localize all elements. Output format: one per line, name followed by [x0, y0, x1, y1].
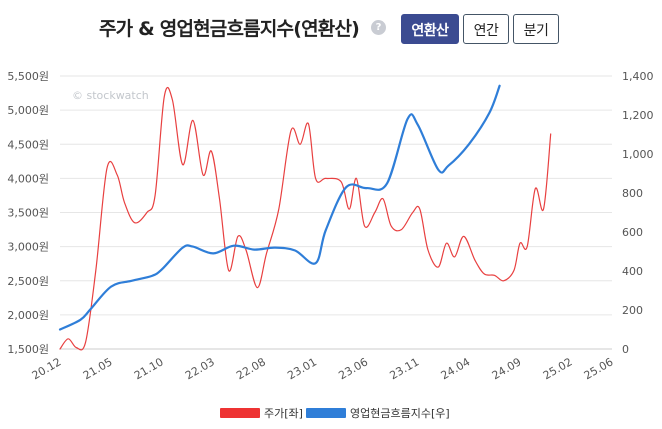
- legend-label-cashflow: 영업현금흐름지수[우]: [350, 407, 450, 420]
- x-tick-label: 21.10: [132, 355, 166, 382]
- series-line-price[interactable]: [59, 86, 552, 351]
- series-line-cashflow[interactable]: [58, 84, 501, 331]
- legend-item-cashflow[interactable]: 영업현금흐름지수[우]: [306, 405, 450, 421]
- x-tick-label: 22.08: [234, 355, 268, 382]
- left-tick-label: 3,000원: [7, 241, 49, 254]
- watermark: © stockwatch: [72, 89, 149, 102]
- left-tick-label: 1,500원: [7, 343, 49, 356]
- legend: 주가[좌] 영업현금흐름지수[우]: [0, 405, 662, 423]
- quarterly-button[interactable]: 분기: [513, 14, 559, 44]
- legend-swatch-cashflow: [306, 408, 346, 418]
- left-tick-label: 4,000원: [7, 172, 49, 185]
- x-tick-label: 21.05: [81, 355, 115, 382]
- left-tick-label: 2,500원: [7, 275, 49, 288]
- x-tick-label: 23.01: [285, 355, 319, 382]
- legend-swatch-price: [220, 408, 260, 418]
- x-tick-label: 25.02: [541, 355, 575, 382]
- chart-title: 주가 & 영업현금흐름지수(연환산): [99, 18, 360, 40]
- x-tick-label: 23.11: [387, 355, 421, 382]
- left-tick-label: 4,500원: [7, 138, 49, 151]
- left-axis: 1,500원 2,000원 2,500원 3,000원 3,500원 4,000원 4,50…: [7, 70, 49, 356]
- yearly-button[interactable]: 연간: [463, 14, 509, 44]
- right-tick-label: 1,400: [622, 70, 654, 83]
- series-layer: [58, 84, 552, 351]
- left-tick-label: 5,500원: [7, 70, 49, 83]
- right-tick-label: 0: [622, 343, 629, 356]
- gridlines: [60, 75, 612, 350]
- x-tick-label: 25.06: [582, 355, 616, 382]
- legend-item-price[interactable]: 주가[좌]: [220, 405, 303, 421]
- legend-label-price: 주가[좌]: [264, 407, 303, 420]
- left-tick-label: 2,000원: [7, 309, 49, 322]
- right-tick-label: 400: [622, 265, 643, 278]
- help-icon[interactable]: ?: [371, 20, 386, 35]
- right-tick-label: 1,200: [622, 109, 654, 122]
- chart-header: 주가 & 영업현금흐름지수(연환산) ? 연환산 연간 분기: [0, 0, 662, 60]
- right-tick-label: 200: [622, 304, 643, 317]
- x-tick-label: 22.03: [183, 355, 217, 382]
- left-tick-label: 5,000원: [7, 104, 49, 117]
- annualized-button[interactable]: 연환산: [401, 14, 459, 44]
- x-tick-label: 24.09: [490, 355, 524, 382]
- left-tick-label: 3,500원: [7, 207, 49, 220]
- x-axis: 20.12 21.05 21.10 22.03 22.08 23.01 23.06 23.11…: [30, 348, 616, 382]
- x-tick-label: 23.06: [336, 355, 370, 382]
- right-tick-label: 600: [622, 226, 643, 239]
- right-tick-label: 1,000: [622, 148, 654, 161]
- right-tick-label: 800: [622, 187, 643, 200]
- x-tick-label: 20.12: [30, 355, 64, 382]
- x-tick-label: 24.04: [439, 355, 473, 382]
- right-axis: 0 200 400 600 800 1,000 1,200 1,400: [622, 70, 654, 356]
